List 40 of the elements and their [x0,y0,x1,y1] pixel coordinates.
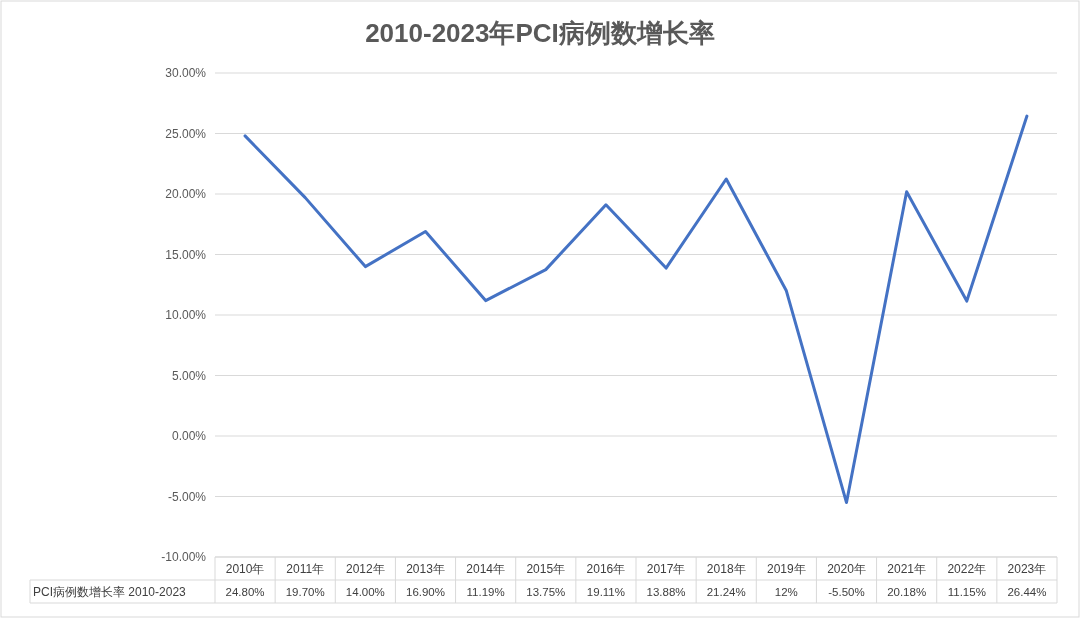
x-tick-label: 2013年 [406,562,445,576]
y-tick-label: 10.00% [165,308,207,322]
data-label: 26.44% [1007,586,1047,598]
data-label: 24.80% [225,586,265,598]
data-label: 19.70% [285,586,325,598]
x-tick-label: 2016年 [586,562,626,576]
y-tick-label: -5.00% [167,489,207,504]
x-tick-label: 2010年 [225,562,265,576]
x-tick-label: 2020年 [827,562,866,576]
data-label: 13.75% [526,586,566,598]
y-tick-label: -10.00% [161,550,207,564]
x-tick-label: 2012年 [346,562,385,576]
x-tick-label: 2015年 [526,562,566,576]
data-label: 16.90% [405,586,446,598]
data-label: 11.19% [466,586,505,598]
x-tick-label: 2014年 [466,562,505,576]
y-tick-label: 0.00% [171,429,207,443]
x-tick-label: 2011年 [286,562,325,576]
data-label: 11.15% [947,586,986,598]
x-tick-label: 2017年 [646,562,686,576]
y-tick-label: 25.00% [165,126,207,141]
text: PCI病例数增长率 2010-2023 [33,585,187,599]
data-label: 14.00% [345,586,385,598]
data-label: 21.24% [706,586,746,598]
x-tick-label: 2019年 [767,562,806,576]
y-tick-label: 30.00% [165,66,207,80]
data-label: 20.18% [887,586,927,598]
x-tick-label: 2018年 [706,562,746,576]
y-tick-label: 20.00% [165,187,207,201]
x-tick-label: 2022年 [947,562,987,576]
x-tick-label: 2023年 [1007,562,1047,576]
data-label: 13.88% [646,586,686,598]
data-label: 12% [774,586,798,598]
y-tick-label: 15.00% [165,247,207,262]
y-tick-label: 5.00% [171,368,207,383]
line-series [243,114,1029,505]
chart-title: 2010-2023年PCI病例数增长率 [365,18,715,48]
data-label: 19.11% [586,586,626,598]
data-label: -5.50% [828,586,865,598]
x-tick-label: 2021年 [887,562,926,576]
